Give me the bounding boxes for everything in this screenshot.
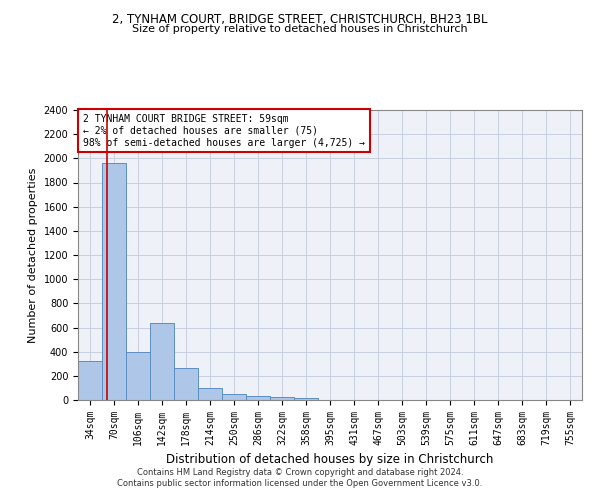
Bar <box>294 398 318 400</box>
Text: Size of property relative to detached houses in Christchurch: Size of property relative to detached ho… <box>132 24 468 34</box>
Bar <box>174 368 198 400</box>
X-axis label: Distribution of detached houses by size in Christchurch: Distribution of detached houses by size … <box>166 454 494 466</box>
Text: 2, TYNHAM COURT, BRIDGE STREET, CHRISTCHURCH, BH23 1BL: 2, TYNHAM COURT, BRIDGE STREET, CHRISTCH… <box>112 12 488 26</box>
Text: Contains HM Land Registry data © Crown copyright and database right 2024.
Contai: Contains HM Land Registry data © Crown c… <box>118 468 482 487</box>
Bar <box>150 322 174 400</box>
Bar <box>198 388 222 400</box>
Bar <box>78 362 102 400</box>
Bar <box>126 352 150 400</box>
Bar <box>102 163 126 400</box>
Text: 2 TYNHAM COURT BRIDGE STREET: 59sqm
← 2% of detached houses are smaller (75)
98%: 2 TYNHAM COURT BRIDGE STREET: 59sqm ← 2%… <box>83 114 365 148</box>
Bar <box>270 397 294 400</box>
Bar <box>222 394 246 400</box>
Bar <box>246 396 270 400</box>
Y-axis label: Number of detached properties: Number of detached properties <box>28 168 38 342</box>
